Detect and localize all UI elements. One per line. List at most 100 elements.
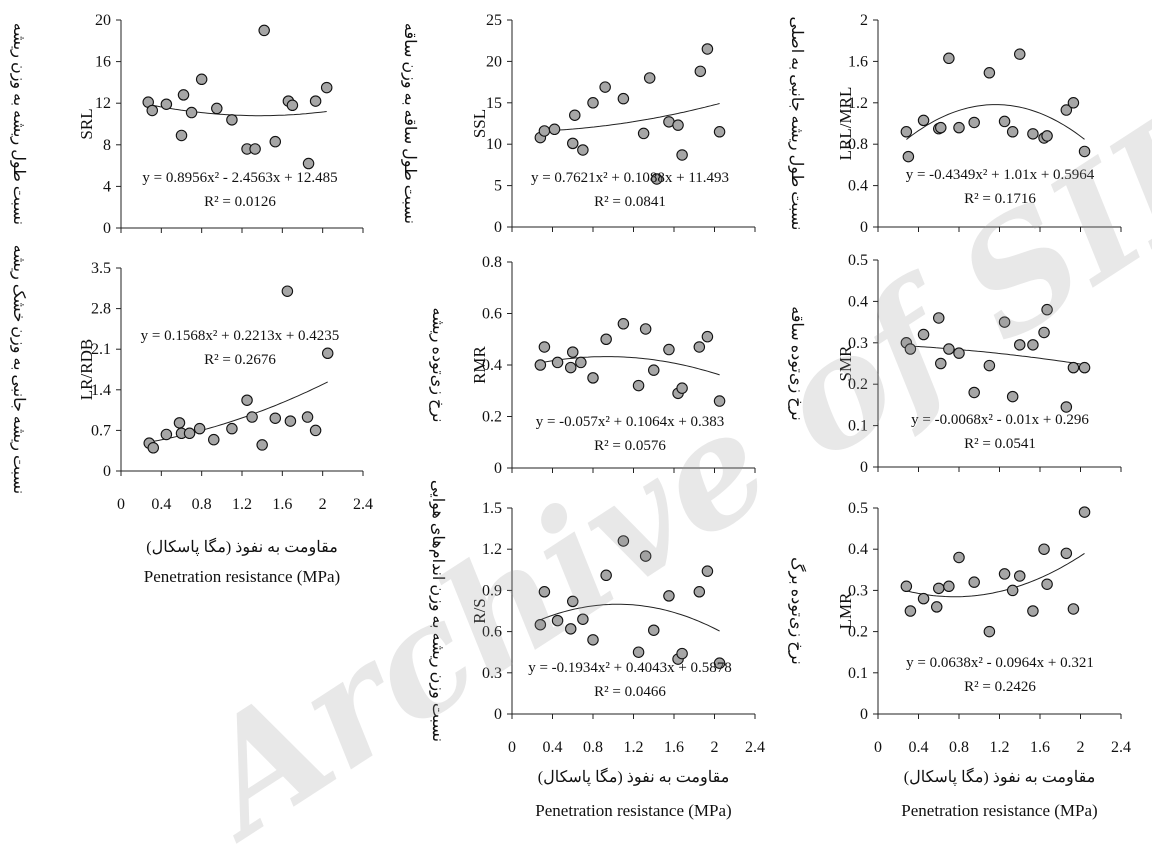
panel-srl: 0 4 8 12 16 20 y = 0.8956x² - 2.4563x + 12.485… [10, 12, 364, 237]
data-point [900, 126, 913, 138]
y-axis-label-fa: نسبت طول ریشه به وزن ریشه [10, 23, 27, 225]
r2-label: R² = 0.2676 [204, 352, 276, 368]
trend-line [906, 552, 1085, 598]
equation-label: y = 0.8956x² - 2.4563x + 12.485 [142, 170, 337, 186]
data-point [258, 24, 270, 37]
data-point [617, 92, 630, 105]
data-point [548, 123, 561, 136]
data-point [147, 442, 160, 454]
data-point [663, 343, 675, 356]
y-tick-label: 12 [95, 95, 111, 112]
equation-label: y = 0.1568x² + 0.2213x + 0.4235 [141, 328, 340, 344]
trend-line [540, 103, 720, 132]
y-axis-label-fa: نسبت طول ریشه جانبی به اصلی [788, 17, 805, 231]
y-tick-label: 0.4 [848, 541, 868, 558]
y-tick-label: 0.3 [482, 665, 502, 682]
y-tick-label: 0 [494, 460, 502, 477]
x-tick-label: 0 [117, 496, 125, 513]
data-point [564, 623, 577, 635]
data-point [1067, 97, 1080, 109]
y-axis-label-fa: نسبت ریشه جانبی به وزن خشک ریشه [10, 245, 27, 494]
data-point [998, 115, 1011, 128]
data-point [551, 614, 564, 627]
x-axis-title-fa: مقاومت به نفوذ (مگا پاسکال) [904, 767, 1096, 786]
y-tick-label: 16 [95, 54, 111, 71]
data-point [175, 129, 188, 142]
panel-lmr: 0 0.1 0.2 0.3 0.4 0.5 y = 0.0638x² - 0.0964x +… [788, 500, 1122, 723]
equation-label: y = -0.057x² + 0.1064x + 0.383 [536, 414, 725, 430]
data-point [569, 109, 581, 121]
data-point [676, 647, 688, 660]
data-point [177, 89, 190, 101]
panel-rmr: 0 0.2 0.4 0.6 0.8 y = -0.057x² + 0.1064x + 0.… [429, 254, 756, 477]
data-point [983, 67, 996, 79]
data-point [246, 411, 258, 423]
x-axis-title: Penetration resistance (MPa) [535, 801, 731, 820]
data-point [968, 116, 980, 129]
data-point [900, 580, 913, 593]
data-point [1060, 104, 1073, 116]
x-tick-label: 1.2 [232, 496, 252, 513]
data-point [249, 143, 261, 155]
equation-label: y = -0.1934x² + 0.4043x + 0.5878 [528, 660, 732, 676]
data-point [1067, 603, 1080, 615]
panel-lrl-mrl: 0 0.4 0.8 1.2 1.6 2 y = -0.4349x² + 1.01x + 0.… [788, 12, 1122, 236]
y-axis-label-fa: نسبت وزن ریشه به وزن اندام‌های هوایی [429, 480, 446, 742]
data-point [968, 386, 980, 399]
data-point [1078, 145, 1091, 158]
x-tick-label: 1.6 [1030, 739, 1050, 756]
y-tick-label: 0.3 [848, 335, 868, 352]
y-axis-label-fa: نسبت طول ساقه به وزن ساقه [401, 23, 418, 224]
data-point [160, 98, 173, 110]
data-point [935, 357, 947, 370]
equation-label: y = 0.0638x² - 0.0964x + 0.321 [906, 655, 1094, 671]
x-tick-label: 1.6 [664, 739, 684, 756]
y-tick-label: 15 [486, 95, 502, 112]
data-point [647, 624, 660, 636]
data-point [701, 43, 714, 55]
trend-line [906, 345, 1085, 366]
trend-line [540, 356, 720, 376]
y-tick-label: 0.9 [482, 582, 502, 599]
x-axis-labels: 0 0.4 0.8 1.2 1.6 2 2.4 مقاومت به نفوذ (مگا پاس… [117, 496, 373, 586]
data-point [902, 150, 915, 163]
y-axis-label: LR/RDB [77, 339, 96, 400]
r2-label: R² = 0.0466 [594, 684, 666, 700]
y-tick-label: 0.1 [848, 665, 868, 682]
y-tick-label: 20 [95, 12, 111, 29]
data-point [701, 565, 714, 577]
panel-ssl: 0 5 10 15 20 25 y = 0.7621x² + 0.1088x + 11.49… [401, 12, 756, 236]
data-point [1078, 361, 1091, 374]
data-point [713, 126, 726, 138]
data-point [1067, 361, 1080, 374]
data-point [1041, 130, 1053, 142]
panel-lr-rdb: 0 0.7 1.4 2.1 2.8 3.5 y = 0.1568x² + 0.2213x +… [10, 245, 364, 494]
data-point [637, 127, 650, 140]
y-tick-label: 0.8 [482, 254, 502, 271]
data-point [321, 347, 334, 360]
x-tick-label: 1.2 [624, 739, 644, 756]
data-point [953, 121, 965, 134]
data-point [632, 646, 645, 658]
y-tick-label: 0.5 [848, 252, 868, 269]
y-tick-label: 20 [486, 53, 502, 70]
data-point [953, 551, 965, 564]
data-point [1013, 570, 1026, 582]
y-axis-label: LRL/MRL [836, 87, 855, 161]
data-point [256, 439, 268, 451]
x-tick-label: 1.2 [990, 739, 1010, 756]
x-axis-title-fa: مقاومت به نفوذ (مگا پاسکال) [146, 537, 338, 556]
data-point [226, 422, 238, 435]
data-point [587, 372, 599, 384]
data-point [701, 330, 714, 343]
data-point [672, 119, 684, 131]
data-point [183, 427, 196, 440]
r2-label: R² = 0.2426 [964, 679, 1036, 695]
data-point [998, 568, 1011, 580]
data-point [320, 81, 333, 94]
y-tick-label: 0.2 [482, 409, 502, 426]
data-point [713, 657, 726, 669]
x-tick-label: 2 [711, 739, 719, 756]
x-tick-label: 2 [319, 496, 327, 513]
